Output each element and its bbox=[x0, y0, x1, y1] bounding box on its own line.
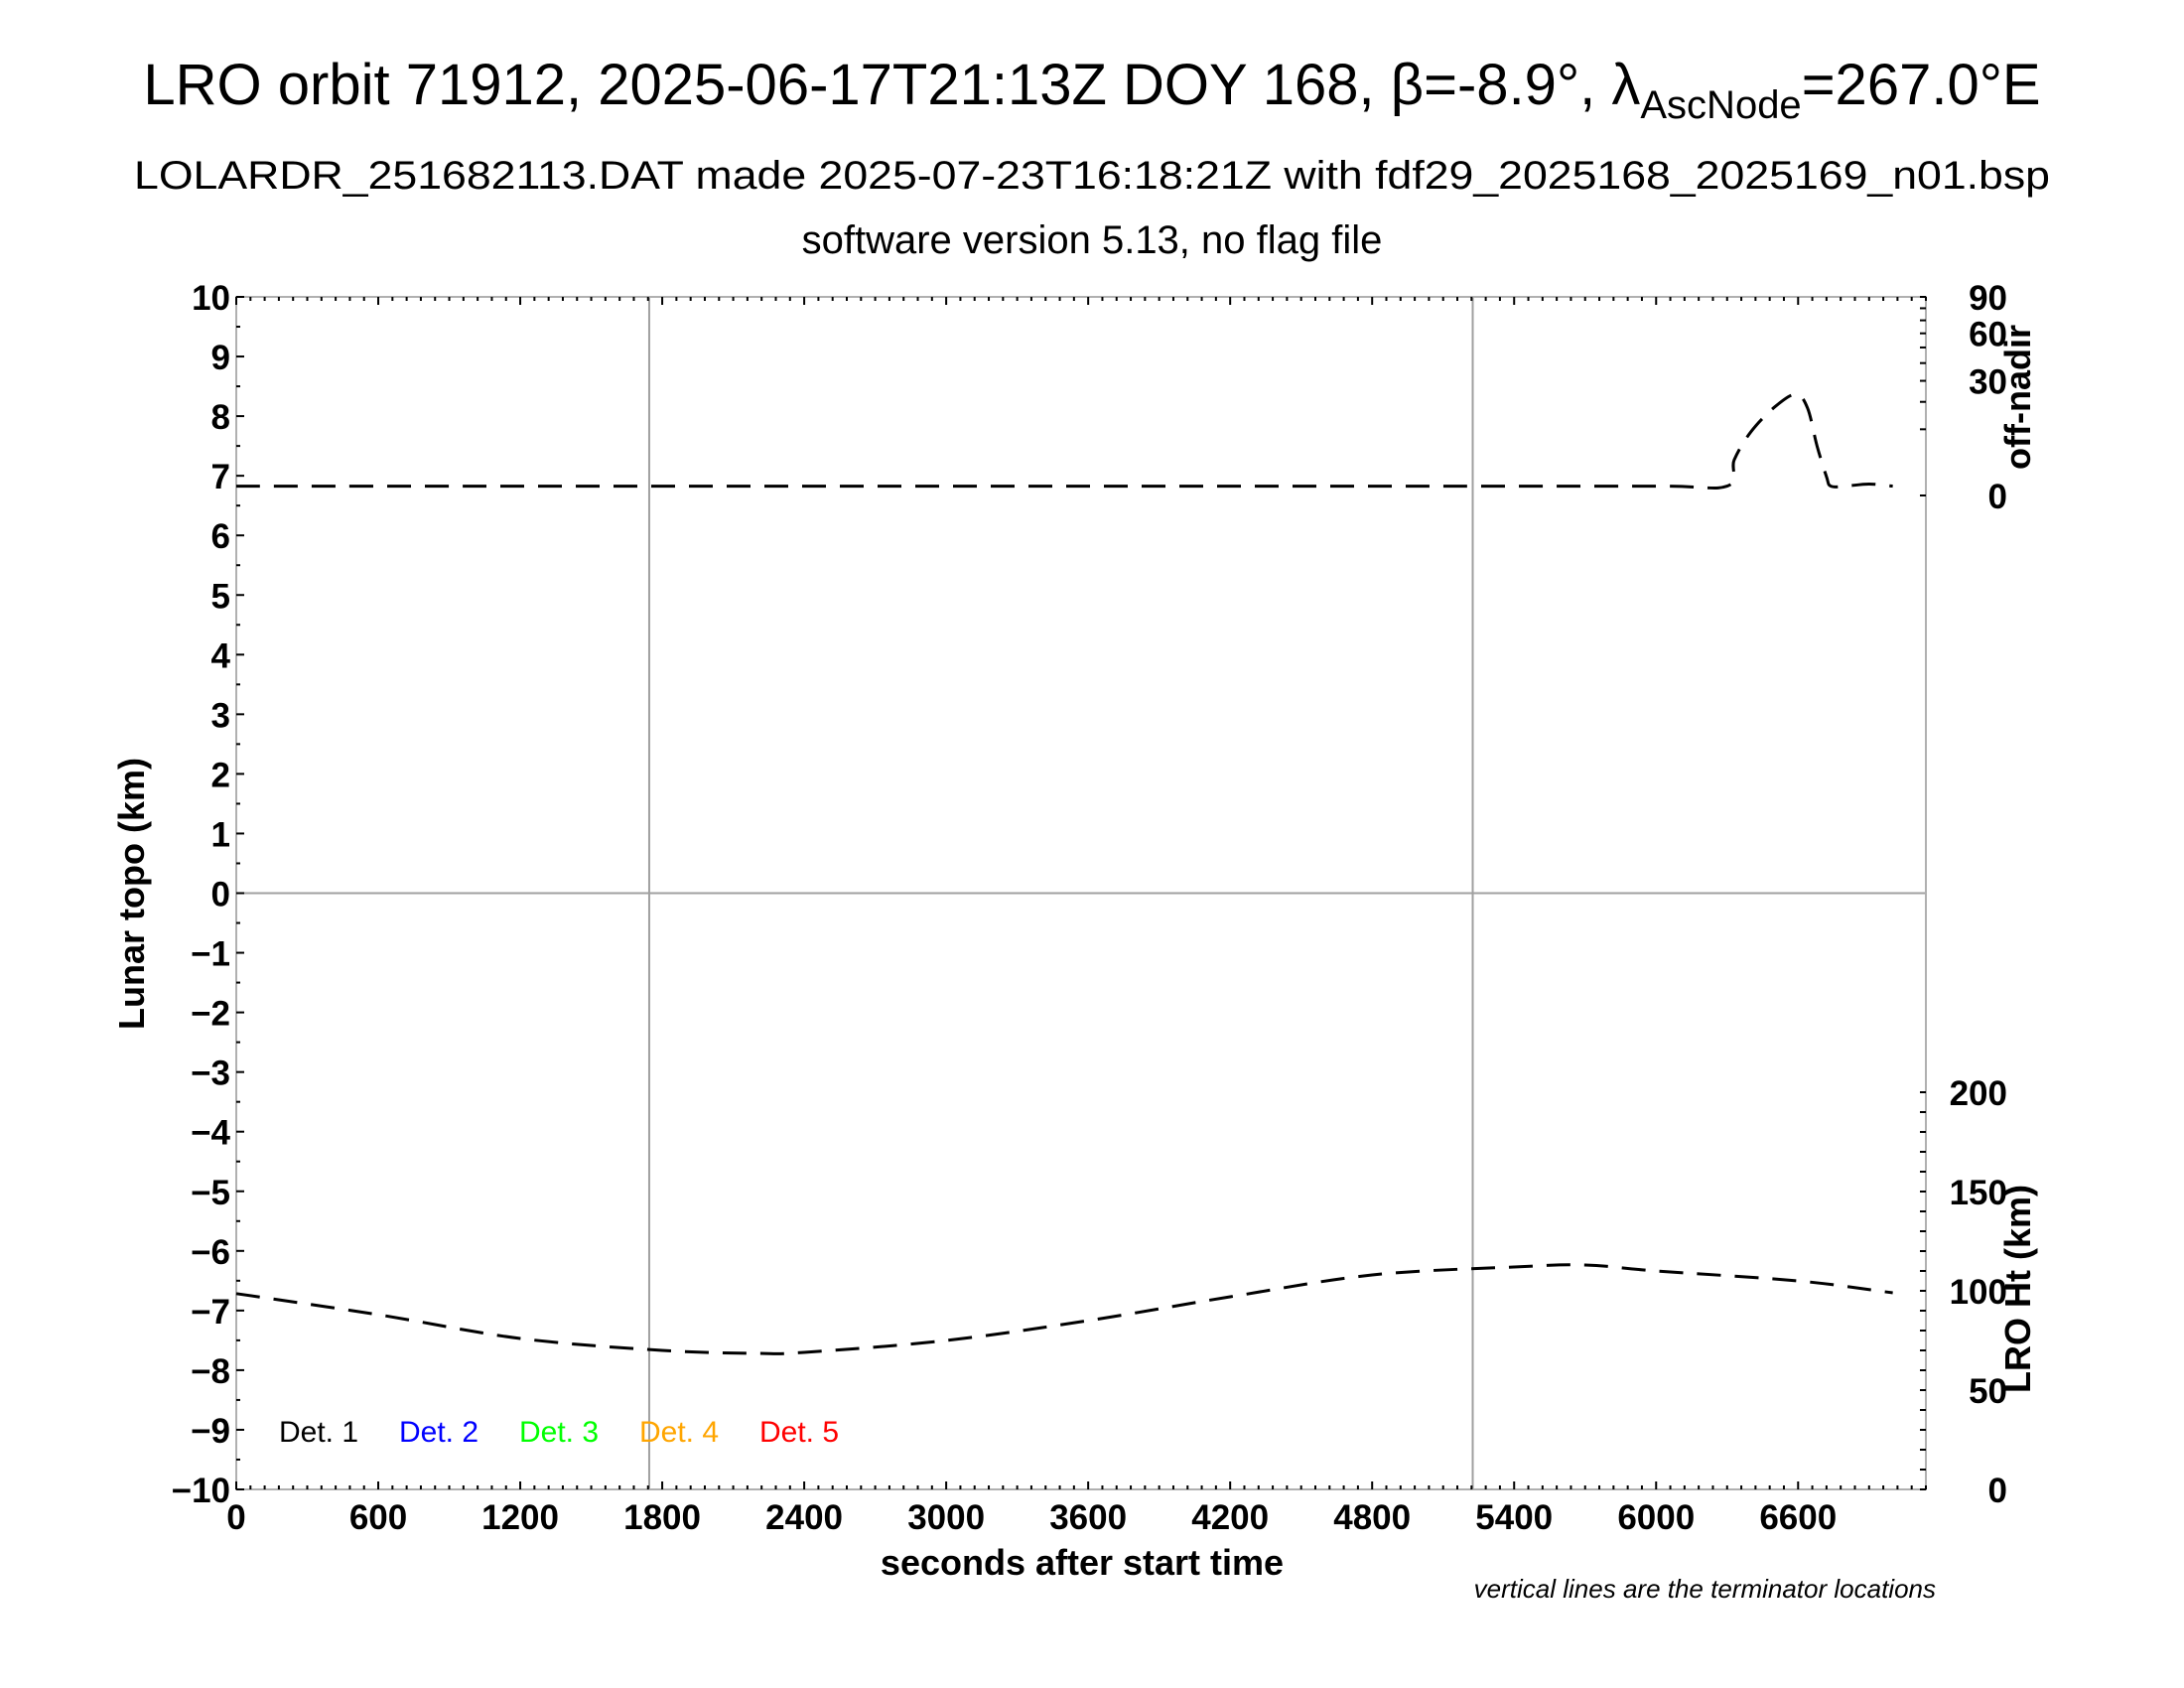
y-tick-label-left: 1 bbox=[211, 815, 230, 854]
y-tick-label-left: 6 bbox=[211, 517, 230, 556]
y-axis-label-right-top: off-nadir bbox=[1997, 325, 2038, 470]
y-tick-label-left: 3 bbox=[211, 696, 230, 735]
y-tick-label-right-bottom: 200 bbox=[1950, 1074, 2007, 1113]
x-tick-label: 1800 bbox=[623, 1498, 701, 1537]
x-tick-label: 1200 bbox=[481, 1498, 559, 1537]
legend-item-det-4: Det. 4 bbox=[639, 1416, 719, 1449]
x-axis-label: seconds after start time bbox=[881, 1542, 1284, 1583]
chart-subtitle-2: software version 5.13, no flag file bbox=[802, 218, 1383, 262]
x-tick-label: 0 bbox=[226, 1498, 245, 1537]
y-tick-label-left: 0 bbox=[211, 876, 230, 914]
y-tick-label-left: −10 bbox=[172, 1472, 230, 1510]
y-tick-label-right-top: 60 bbox=[1969, 316, 2007, 354]
y-tick-label-right-bottom: 0 bbox=[1988, 1472, 2007, 1510]
y-tick-label-left: 4 bbox=[211, 636, 231, 675]
y-axis-label-right-bottom: LRO Ht (km) bbox=[1997, 1185, 2038, 1393]
y-tick-label-left: −7 bbox=[191, 1293, 230, 1332]
y-tick-label-left: −8 bbox=[191, 1352, 230, 1391]
y-tick-label-left: −5 bbox=[191, 1174, 230, 1212]
y-tick-label-left: 9 bbox=[211, 339, 230, 377]
legend-item-det-5: Det. 5 bbox=[759, 1416, 839, 1449]
y-tick-label-left: −9 bbox=[191, 1412, 230, 1451]
x-tick-label: 6600 bbox=[1759, 1498, 1837, 1537]
grid bbox=[236, 297, 1926, 1489]
x-tick-label: 6000 bbox=[1617, 1498, 1695, 1537]
y-tick-label-right-top: 30 bbox=[1969, 363, 2007, 402]
lro-height-line bbox=[235, 1263, 1893, 1355]
x-tick-label: 5400 bbox=[1475, 1498, 1553, 1537]
y-tick-label-left: 10 bbox=[192, 279, 230, 318]
terminator-note: vertical lines are the terminator locati… bbox=[1474, 1574, 1936, 1604]
x-tick-label: 2400 bbox=[765, 1498, 843, 1537]
x-tick-label: 3600 bbox=[1049, 1498, 1127, 1537]
x-tick-label: 3000 bbox=[907, 1498, 985, 1537]
x-tick-label: 4800 bbox=[1333, 1498, 1411, 1537]
y-tick-label-left: 7 bbox=[211, 458, 230, 496]
axes bbox=[235, 296, 1927, 1490]
legend-item-det-2: Det. 2 bbox=[399, 1416, 478, 1449]
y-tick-label-left: 5 bbox=[211, 577, 230, 616]
y-tick-label-left: −2 bbox=[191, 995, 230, 1034]
x-tick-label: 4200 bbox=[1191, 1498, 1269, 1537]
chart-subtitle: LOLARDR_251682113.DAT made 2025-07-23T16… bbox=[134, 154, 2050, 198]
tick-labels: 0 600 1200 1800 2400 3000 3600 4200 4800 5400 6000… bbox=[172, 279, 2007, 1537]
y-tick-label-left: −1 bbox=[191, 935, 230, 974]
legend-item-det-1: Det. 1 bbox=[279, 1416, 358, 1449]
legend-item-det-3: Det. 3 bbox=[519, 1416, 599, 1449]
y-tick-label-left: −4 bbox=[191, 1114, 230, 1153]
y-tick-label-right-bottom: 150 bbox=[1950, 1174, 2007, 1212]
series bbox=[235, 392, 1893, 1355]
y-tick-label-right-top: 0 bbox=[1988, 478, 2007, 516]
y-tick-label-left: 2 bbox=[211, 756, 230, 794]
y-axis-label-left: Lunar topo (km) bbox=[111, 758, 152, 1030]
y-tick-label-left: −3 bbox=[191, 1055, 230, 1093]
off-nadir-line bbox=[236, 392, 1893, 491]
chart-title: LRO orbit 71912, 2025-06-17T21:13Z DOY 1… bbox=[143, 53, 2040, 127]
x-tick-label: 600 bbox=[349, 1498, 407, 1537]
y-tick-label-left: −6 bbox=[191, 1233, 230, 1272]
y-tick-label-right-top: 90 bbox=[1969, 279, 2007, 318]
legend: Det. 1 Det. 2 Det. 3 Det. 4 Det. 5 bbox=[279, 1416, 839, 1449]
y-tick-label-right-bottom: 50 bbox=[1969, 1372, 2007, 1411]
y-tick-label-left: 8 bbox=[211, 398, 230, 437]
y-tick-label-right-bottom: 100 bbox=[1950, 1273, 2007, 1312]
